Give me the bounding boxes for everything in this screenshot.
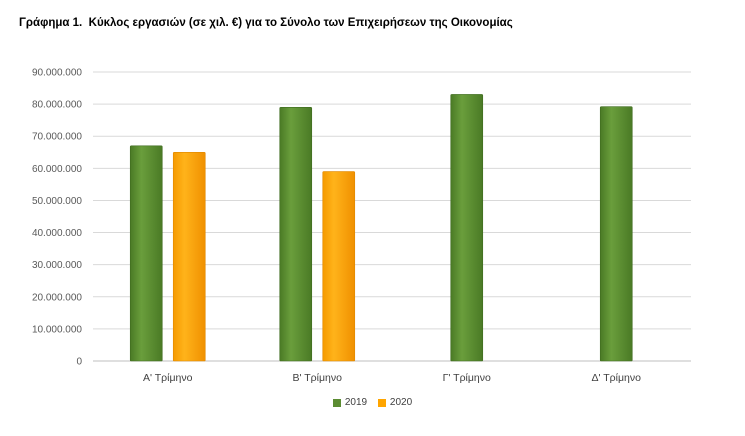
y-tick-label: 0: [76, 357, 82, 368]
legend-swatch-2019: [332, 398, 341, 407]
legend: 2019 2020: [0, 397, 745, 410]
bar-2020-1: [172, 151, 206, 362]
chart-title: Γράφημα 1. Κύκλος εργασιών (σε χιλ. €) γ…: [19, 17, 513, 29]
legend-item-2020: 2020: [377, 397, 413, 408]
y-tick-label: 30.000.000: [32, 260, 82, 271]
axis-labels: 0 10.000.000 20.000.000 30.000.000 40.000.00…: [32, 68, 641, 385]
bar-2019-1: [129, 145, 163, 362]
legend-label-2019: 2019: [344, 397, 368, 408]
bar-2019-4: [599, 106, 633, 362]
y-tick-label: 90.000.000: [32, 68, 82, 79]
bar-2019-2: [279, 107, 313, 362]
legend-swatch-2020: [377, 398, 386, 407]
y-tick-label: 20.000.000: [32, 292, 82, 303]
x-category-label: Γ' Τρίμηνο: [443, 372, 491, 384]
legend-item-2019: 2019: [332, 397, 368, 408]
bar-2020-2: [322, 171, 356, 362]
y-tick-label: 50.000.000: [32, 196, 82, 207]
legend-label-2020: 2020: [389, 397, 413, 408]
y-tick-label: 10.000.000: [32, 324, 82, 335]
chart-title-text: Κύκλος εργασιών (σε χιλ. €) για το Σύνολ…: [88, 17, 513, 29]
chart-title-prefix: Γράφημα 1.: [19, 17, 83, 29]
x-category-label: Δ' Τρίμηνο: [592, 372, 642, 384]
y-tick-label: 80.000.000: [32, 100, 82, 111]
x-category-label: Β' Τρίμηνο: [293, 372, 343, 384]
bar-2019-3: [450, 94, 484, 362]
y-tick-label: 60.000.000: [32, 164, 82, 175]
y-tick-label: 70.000.000: [32, 132, 82, 143]
x-category-label: Α' Τρίμηνο: [143, 372, 193, 384]
bars: [129, 94, 633, 362]
y-tick-label: 40.000.000: [32, 228, 82, 239]
